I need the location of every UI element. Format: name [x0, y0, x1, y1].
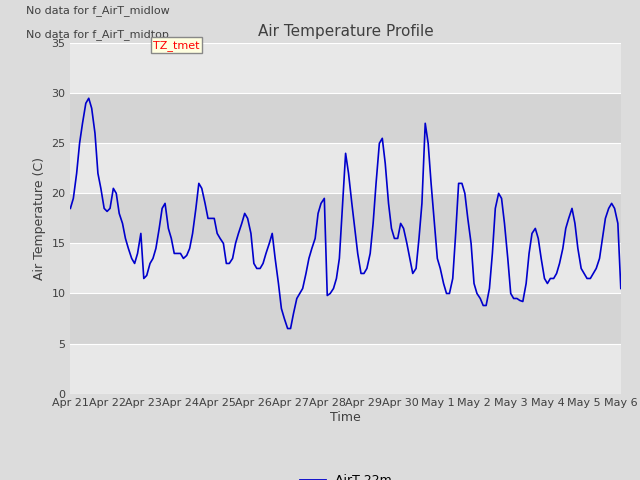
Bar [70, 344, 621, 394]
Bar [70, 144, 621, 193]
Bar [70, 93, 621, 144]
Text: TZ_tmet: TZ_tmet [153, 40, 200, 50]
Y-axis label: Air Temperature (C): Air Temperature (C) [33, 157, 46, 280]
Text: No data for f_AirT_midtop: No data for f_AirT_midtop [26, 29, 169, 40]
X-axis label: Time: Time [330, 411, 361, 424]
Legend: AirT 22m: AirT 22m [295, 469, 396, 480]
Bar [70, 43, 621, 93]
Bar [70, 243, 621, 293]
Bar [70, 193, 621, 243]
Bar [70, 293, 621, 344]
Text: No data for f_AirT_midlow: No data for f_AirT_midlow [26, 5, 170, 15]
Title: Air Temperature Profile: Air Temperature Profile [258, 24, 433, 39]
